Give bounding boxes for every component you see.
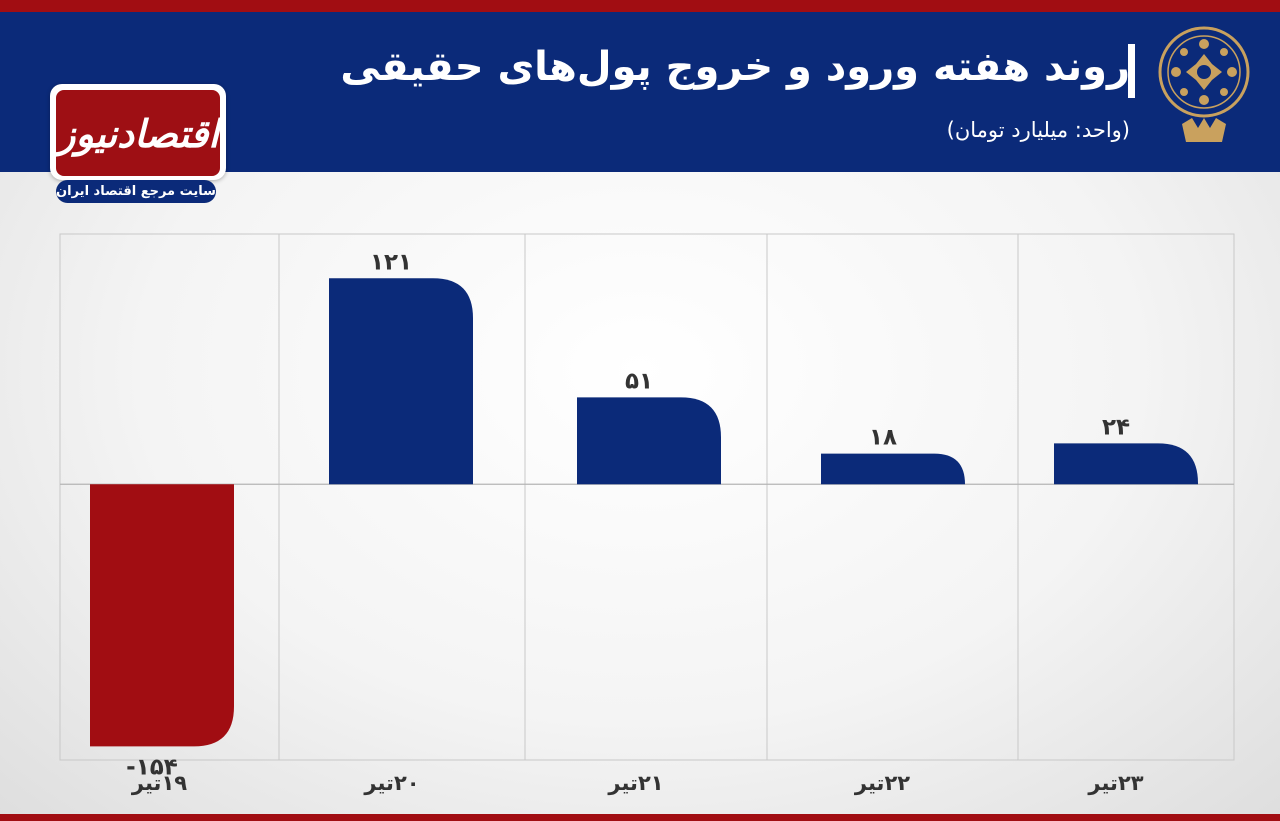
brand-logo-text: اقتصادنیوز (57, 110, 219, 156)
bar-2 (329, 278, 473, 485)
brand-logo-badge: اقتصادنیوز (56, 90, 220, 176)
chart-bars (90, 278, 1198, 747)
bar-value-label: ۲۴ (1102, 414, 1130, 440)
chart-grid (59, 233, 1235, 761)
title-divider (1128, 44, 1135, 98)
bar-1 (90, 484, 234, 747)
bar-value-label: ۵۱ (625, 368, 653, 394)
x-tick-label: ۲۱تیر (607, 771, 663, 795)
x-tick-label: ۲۰تیر (363, 771, 419, 795)
x-tick-label: ۲۲تیر (854, 771, 910, 795)
x-tick-label: ۱۹تیر (131, 771, 187, 795)
unit-subtitle: (واحد: میلیارد تومان) (946, 118, 1130, 142)
exchange-emblem-icon (1158, 26, 1250, 142)
x-tick-label: ۲۳تیر (1087, 771, 1143, 795)
brand-logo: اقتصادنیوز (50, 84, 226, 180)
bar-value-label: ۱۲۱ (370, 249, 412, 275)
bar-3 (577, 397, 721, 485)
bar-value-label: -۱۵۴ (126, 754, 178, 780)
bar-value-label: ۱۸ (869, 425, 897, 451)
bottom-accent-stripe (0, 814, 1280, 821)
bar-5 (1054, 443, 1198, 485)
brand-tagline: سایت مرجع اقتصاد ایران (56, 180, 216, 203)
bar-4 (821, 453, 965, 485)
plot-frame (59, 233, 1235, 761)
top-accent-stripe (0, 0, 1280, 12)
page-title: روند هفته ورود و خروج پول‌های حقیقی (340, 44, 1130, 90)
